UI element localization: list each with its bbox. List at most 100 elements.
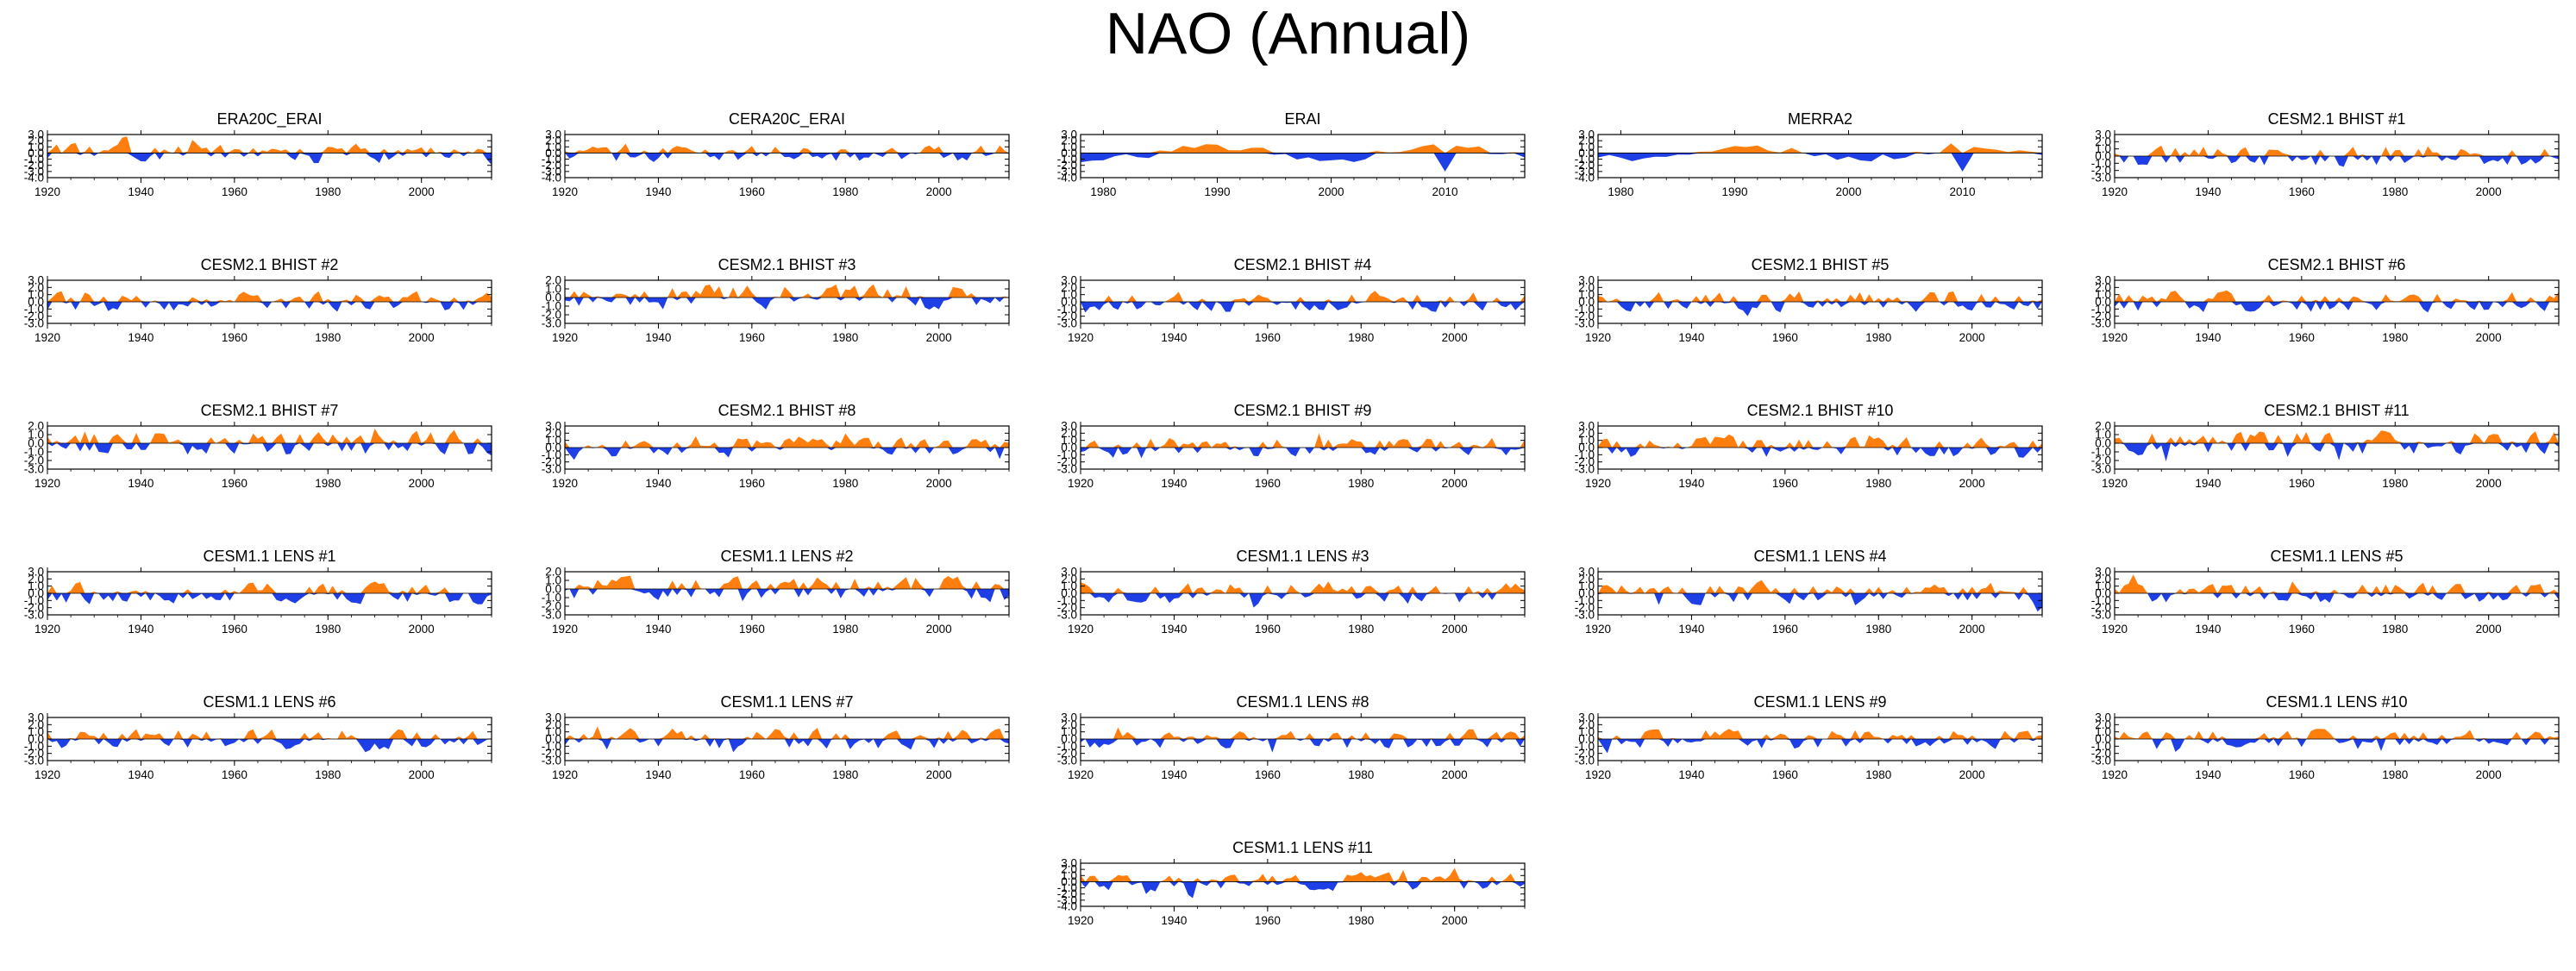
y-tick-label: -3.0 — [1575, 463, 1595, 476]
x-tick-label: 1960 — [2289, 331, 2315, 344]
chart-panel: CESM2.1 BHIST #6 3.0 2.0 1.0 0.0 -1.0 -2.0 -3.0… — [2067, 254, 2576, 358]
y-tick-label: 2.0 — [28, 718, 44, 731]
plot-frame — [564, 571, 1010, 616]
y-tick-label: 1.0 — [1061, 579, 1077, 592]
chart-panel: CESM2.1 BHIST #9 3.0 2.0 1.0 0.0 -1.0 -2.0 -3.0… — [1033, 400, 1546, 504]
y-tick-label: -4.0 — [542, 172, 561, 185]
x-tick-label: 2000 — [1442, 477, 1468, 490]
y-tick-label: 0.0 — [28, 296, 44, 309]
y-tick-label: -3.0 — [2091, 172, 2111, 185]
y-tick-label: -2.0 — [24, 159, 44, 172]
chart-panel: CESM2.1 BHIST #11 2.0 1.0 0.0 -1.0 -2.0 -3.0 19… — [2067, 400, 2576, 504]
y-tick-label: -1.0 — [1575, 153, 1595, 166]
y-tick-label: 0.0 — [1061, 587, 1077, 600]
x-tick-label: 1980 — [2382, 477, 2408, 490]
y-tick-label: 2.0 — [28, 573, 44, 586]
x-tick-label: 1960 — [1255, 623, 1281, 636]
x-tick-label: 1920 — [1068, 331, 1094, 344]
y-tick-label: -1.0 — [542, 592, 561, 605]
y-tick-label: 1.0 — [1061, 725, 1077, 738]
y-tick-label: 2.0 — [1061, 281, 1077, 294]
y-tick-label: 3.0 — [2095, 566, 2111, 579]
y-tick-label: 2.0 — [1061, 427, 1077, 440]
positive-area — [1081, 433, 1525, 448]
x-tick-label: 1920 — [552, 185, 578, 198]
y-tick-label: -1.0 — [1057, 740, 1077, 753]
panel-title: CESM2.1 BHIST #5 — [1752, 256, 1890, 273]
x-tick-label: 1960 — [222, 185, 248, 198]
y-tick-label: -1.0 — [2091, 594, 2111, 607]
x-tick-label: 1920 — [1068, 477, 1094, 490]
x-tick-label: 2000 — [1442, 768, 1468, 781]
y-tick-label: -1.0 — [24, 446, 44, 459]
x-tick-label: 1980 — [2382, 768, 2408, 781]
chart-panel: CESM1.1 LENS #3 3.0 2.0 1.0 0.0 -1.0 -2.0 -3.0 1… — [1033, 546, 1546, 649]
chart-svg: CESM2.1 BHIST #6 3.02.01.00.0-1.0-2.0-3.0… — [2091, 256, 2560, 344]
x-tick-label: 1980 — [832, 768, 858, 781]
x-tick-label: 1980 — [1348, 768, 1374, 781]
positive-area — [2115, 290, 2559, 302]
negative-area — [1598, 153, 2042, 172]
x-tick-label: 1920 — [2102, 331, 2128, 344]
y-tick-label: -1.0 — [2091, 740, 2111, 753]
y-tick-label: 1.0 — [28, 725, 44, 738]
y-tick-label: 1.0 — [2095, 579, 2111, 592]
negative-area — [47, 443, 492, 456]
y-tick-label: 3.0 — [1061, 274, 1077, 287]
x-tick-label: 1920 — [1585, 623, 1611, 636]
x-tick-label: 1920 — [34, 331, 60, 344]
x-tick-label: 1940 — [2195, 477, 2221, 490]
panel-title: ERA20C_ERAI — [216, 110, 322, 128]
x-tick-label: 1980 — [1348, 914, 1374, 927]
y-tick-label: -1.0 — [1575, 303, 1595, 316]
panel-title: CESM1.1 LENS #5 — [2270, 548, 2403, 565]
y-tick-label: -1.0 — [542, 448, 561, 461]
x-tick-label: 1980 — [832, 623, 858, 636]
chart-svg: CESM2.1 BHIST #2 3.02.01.00.0-1.0-2.0-3.0… — [24, 256, 492, 344]
chart-svg: CESM1.1 LENS #13.02.01.00.0-1.0-2.0-3.01… — [24, 548, 492, 636]
x-tick-label: 1960 — [739, 331, 765, 344]
chart-svg: CESM1.1 LENS #33.02.01.00.0-1.0-2.0-3.01… — [1057, 548, 1526, 636]
y-tick-label: -1.0 — [24, 594, 44, 607]
panel-title: CESM1.1 LENS #1 — [203, 548, 335, 565]
y-tick-label: 3.0 — [28, 274, 44, 287]
y-tick-label: -2.0 — [2091, 601, 2111, 614]
x-tick-label: 2000 — [926, 185, 952, 198]
y-tick-label: 1.0 — [1578, 434, 1595, 447]
chart-svg: CESM1.1 LENS #53.02.01.00.0-1.0-2.0-3.01… — [2091, 548, 2560, 636]
panel-title: CERA20C_ERAI — [729, 110, 845, 128]
x-tick-label: 1940 — [128, 477, 154, 490]
x-tick-label: 1920 — [552, 623, 578, 636]
negative-area — [2115, 302, 2559, 313]
panel-title: CESM1.1 LENS #11 — [1232, 839, 1373, 856]
x-tick-label: 1920 — [34, 185, 60, 198]
panel-title: CESM1.1 LENS #9 — [1753, 693, 1886, 711]
panel-title: CESM2.1 BHIST #10 — [1747, 402, 1894, 419]
x-tick-label: 1940 — [1161, 623, 1187, 636]
chart-panel: CESM2.1 BHIST #3 2.0 1.0 0.0 -1.0 -2.0 -3.0 192… — [517, 254, 1031, 358]
x-tick-label: 1980 — [315, 331, 341, 344]
x-tick-label: 1940 — [128, 768, 154, 781]
y-tick-label: -2.0 — [542, 309, 561, 322]
y-tick-label: 0.0 — [1578, 733, 1595, 746]
panel-title: CESM1.1 LENS #4 — [1753, 548, 1886, 565]
x-tick-label: 1960 — [2289, 185, 2315, 198]
positive-area — [565, 575, 1009, 589]
chart-svg: CESM1.1 LENS #10 3.02.01.00.0-1.0-2.0-3.0… — [2091, 693, 2560, 781]
y-tick-label: -3.0 — [1575, 755, 1595, 767]
chart-panel: CESM2.1 BHIST #2 3.0 2.0 1.0 0.0 -1.0 -2.0 -3.0… — [0, 254, 513, 358]
chart-svg: CESM2.1 BHIST #4 3.02.01.00.0-1.0-2.0-3.0… — [1057, 256, 1526, 344]
x-tick-label: 2000 — [1318, 185, 1344, 198]
y-tick-label: -3.0 — [1057, 609, 1077, 622]
y-tick-label: 1.0 — [28, 429, 44, 442]
y-tick-label: -3.0 — [1057, 463, 1077, 476]
panel-title: CESM2.1 BHIST #7 — [201, 402, 339, 419]
x-tick-label: 2000 — [409, 623, 435, 636]
positive-area — [565, 726, 1009, 739]
y-tick-label: -3.0 — [1057, 893, 1077, 906]
x-tick-label: 1920 — [1585, 477, 1611, 490]
x-tick-label: 1960 — [739, 185, 765, 198]
y-tick-label: -3.0 — [2091, 755, 2111, 767]
y-tick-label: 3.0 — [545, 711, 561, 724]
x-tick-label: 1980 — [315, 185, 341, 198]
